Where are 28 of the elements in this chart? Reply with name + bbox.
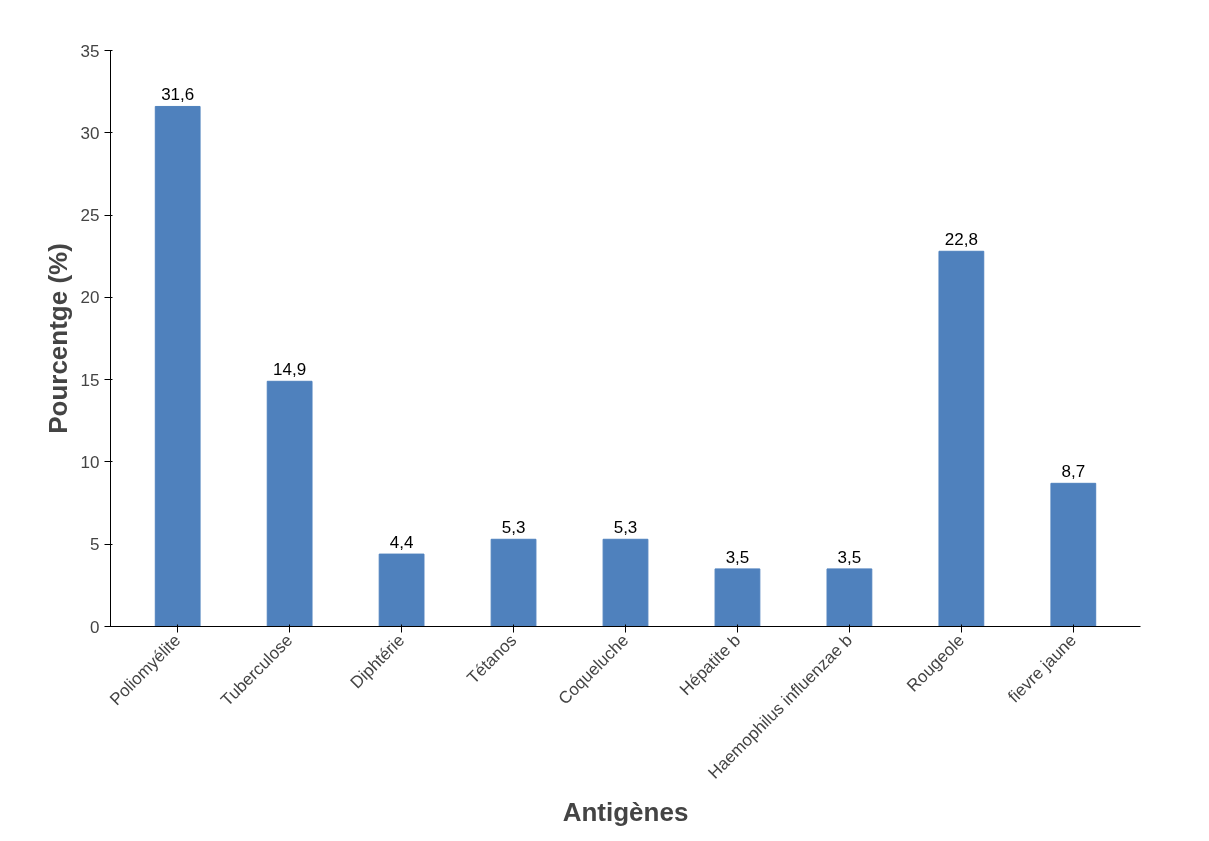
y-tick-label: 10 [80,452,100,472]
bar [602,538,649,627]
bar [714,568,761,627]
y-tick-label: 5 [90,535,100,555]
y-axis-title: Pourcentge (%) [42,243,73,434]
data-label: 3,5 [725,547,750,567]
y-tick-label: 30 [80,123,100,143]
y-tick-label: 35 [80,41,100,61]
bar [1050,482,1097,627]
y-tick-label: 25 [80,206,100,226]
x-axis-title: Antigènes [562,797,689,828]
y-tick-label: 0 [90,617,100,637]
bar [490,538,537,627]
bar [154,105,201,627]
bar [938,250,985,627]
bar [266,380,313,627]
bar [826,568,873,627]
data-label: 8,7 [1061,462,1086,482]
data-label: 5,3 [501,518,526,538]
data-label: 5,3 [613,518,638,538]
data-label: 4,4 [389,533,414,553]
data-label: 14,9 [273,360,307,380]
y-tick-label: 20 [80,288,100,308]
data-label: 3,5 [837,547,862,567]
data-label: 22,8 [944,230,978,250]
y-tick-label: 15 [80,370,100,390]
data-label: 31,6 [161,85,195,105]
bar [378,553,425,627]
